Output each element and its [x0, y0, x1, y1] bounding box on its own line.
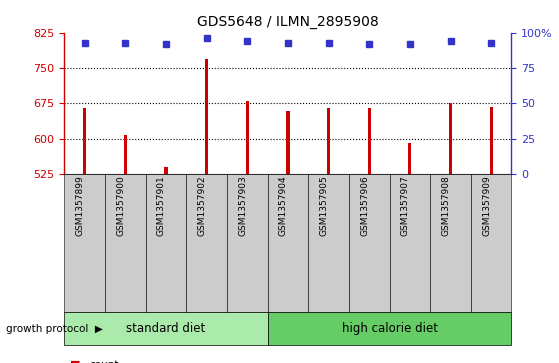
Text: GSM1357906: GSM1357906: [360, 176, 369, 236]
Bar: [327, 108, 330, 174]
Text: GSM1357901: GSM1357901: [157, 176, 166, 236]
Text: ■: ■: [70, 360, 80, 363]
Text: GSM1357907: GSM1357907: [401, 176, 410, 236]
Bar: [490, 107, 493, 174]
Bar: [408, 143, 411, 174]
Text: GSM1357899: GSM1357899: [75, 176, 84, 236]
Text: GSM1357903: GSM1357903: [238, 176, 247, 236]
Text: GSM1357909: GSM1357909: [482, 176, 491, 236]
Bar: [83, 108, 86, 174]
Text: GSM1357902: GSM1357902: [197, 176, 207, 236]
Text: standard diet: standard diet: [126, 322, 206, 335]
Text: GSM1357908: GSM1357908: [442, 176, 451, 236]
Bar: [286, 110, 290, 174]
Text: count: count: [89, 360, 119, 363]
Bar: [164, 167, 168, 174]
Text: growth protocol  ▶: growth protocol ▶: [6, 323, 102, 334]
Bar: [368, 108, 371, 174]
Bar: [124, 135, 127, 174]
Bar: [449, 103, 452, 174]
Title: GDS5648 / ILMN_2895908: GDS5648 / ILMN_2895908: [197, 15, 379, 29]
Bar: [245, 101, 249, 174]
Text: GSM1357900: GSM1357900: [116, 176, 125, 236]
Bar: [205, 58, 208, 174]
Text: high calorie diet: high calorie diet: [342, 322, 438, 335]
Text: GSM1357905: GSM1357905: [320, 176, 329, 236]
Text: GSM1357904: GSM1357904: [279, 176, 288, 236]
